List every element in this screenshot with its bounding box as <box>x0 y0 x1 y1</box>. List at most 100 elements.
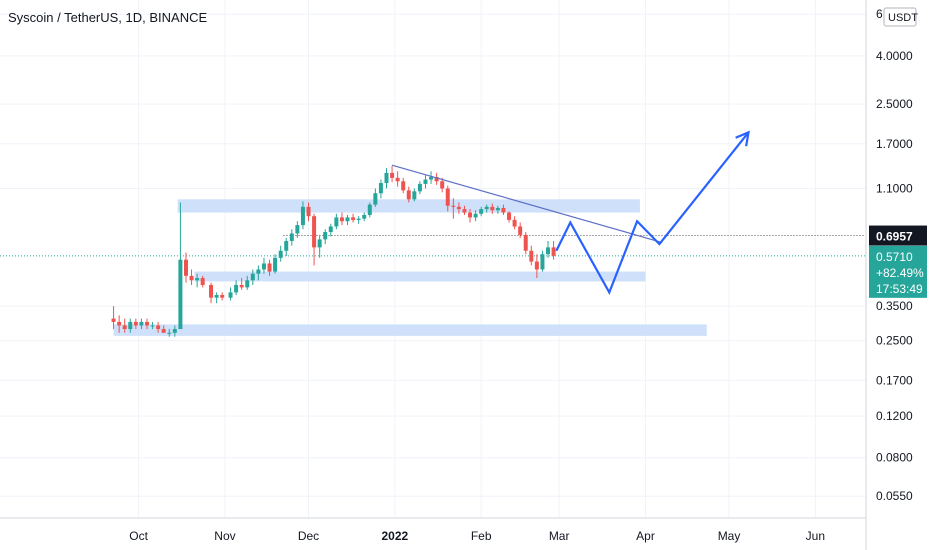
candle-body <box>214 294 219 298</box>
chart-grid <box>0 0 866 518</box>
candle-body <box>401 181 406 191</box>
price-change-percent: +82.49% <box>876 266 924 280</box>
price-tick-label: 0.1700 <box>876 373 913 387</box>
candle-body <box>183 259 188 276</box>
candle-body <box>289 233 294 241</box>
candle-body <box>278 250 283 258</box>
price-tick-label: 1.7000 <box>876 137 913 151</box>
time-tick-label: Jun <box>806 529 825 543</box>
candle-body <box>490 206 495 211</box>
candle-body <box>295 225 300 234</box>
zone-3 <box>113 324 707 336</box>
candle-body <box>495 207 500 211</box>
price-tick-label: 0.0800 <box>876 451 913 465</box>
candle-body <box>228 292 233 298</box>
candle-body <box>373 193 378 205</box>
candle-body <box>156 325 161 330</box>
projection-arrowhead <box>735 130 750 147</box>
currency-badge <box>883 7 917 27</box>
candle-body <box>323 232 328 240</box>
price-level-lines <box>0 235 866 257</box>
candle-body <box>412 191 417 200</box>
candle-body <box>551 247 556 256</box>
candle-body <box>434 177 439 182</box>
candle-body <box>300 206 305 226</box>
candle-body <box>523 234 528 251</box>
candle-body <box>351 217 356 220</box>
candle-body <box>189 275 194 281</box>
candle-body <box>128 321 133 330</box>
time-tick-label: 2022 <box>381 529 408 543</box>
candle-body <box>367 204 372 215</box>
price-tick-label: 0.1200 <box>876 409 913 423</box>
candle-body <box>250 273 255 281</box>
level-badge <box>869 225 927 246</box>
candle-body <box>261 263 266 270</box>
candle-body <box>220 294 225 298</box>
candle-body <box>178 259 183 330</box>
candle-body <box>117 321 122 326</box>
candle-body <box>423 179 428 184</box>
price-badges: 0.6957 0.5710 +82.49% 17:53:49 <box>869 225 927 298</box>
price-tick-label: 0.0550 <box>876 489 913 503</box>
candle-body <box>144 321 149 326</box>
price-tick-label: 2.5000 <box>876 97 913 111</box>
support-resistance-zones <box>113 199 707 336</box>
candle-body <box>417 183 422 192</box>
candle-body <box>390 172 395 178</box>
candle-body <box>429 177 434 180</box>
level-badge-text: 0.6957 <box>876 230 913 244</box>
trendline <box>391 164 663 244</box>
candle-body <box>150 325 155 327</box>
candle-body <box>440 181 445 189</box>
last-price-value: 0.5710 <box>876 250 913 264</box>
candle-body <box>200 278 205 285</box>
time-tick-label: Mar <box>549 529 570 543</box>
candle-body <box>356 218 361 220</box>
candle-body <box>306 206 311 217</box>
candle-body <box>209 284 214 298</box>
candle-body <box>473 213 478 218</box>
candle-body <box>507 212 512 220</box>
time-tick-label: Apr <box>636 529 655 543</box>
candle-body <box>546 247 551 255</box>
price-tick-label: 0.3500 <box>876 299 913 313</box>
candle-body <box>501 207 506 213</box>
candle-body <box>256 269 261 274</box>
candle-body <box>234 284 239 293</box>
time-tick-label: Nov <box>214 529 235 543</box>
candle-body <box>512 219 517 227</box>
candle-body <box>317 239 322 248</box>
candle-body <box>345 217 350 222</box>
candle-body <box>122 325 127 330</box>
price-tick-label: 0.2500 <box>876 334 913 348</box>
candle-body <box>267 263 272 272</box>
candle-body <box>273 257 278 272</box>
candle-body <box>484 206 489 210</box>
candle-body <box>167 332 172 334</box>
candle-body <box>133 321 138 326</box>
candle-body <box>111 318 116 322</box>
bar-countdown: 17:53:49 <box>876 282 923 296</box>
candle-body <box>518 226 523 235</box>
candle-body <box>468 212 473 218</box>
candle-body <box>339 217 344 222</box>
candle-body <box>445 188 450 206</box>
candle-body <box>239 284 244 288</box>
candle-body <box>195 278 200 281</box>
candle-body <box>172 329 177 333</box>
price-tick-label: 1.1000 <box>876 181 913 195</box>
time-tick-label: Oct <box>129 529 148 543</box>
candle-body <box>245 280 250 288</box>
candle-body <box>462 209 467 213</box>
time-tick-label: Feb <box>471 529 492 543</box>
candle-body <box>406 190 411 200</box>
candlestick-series <box>111 165 556 337</box>
chart-title: Syscoin / TetherUS, 1D, BINANCE <box>8 10 208 25</box>
candle-body <box>161 329 166 333</box>
candle-body <box>529 250 534 262</box>
zone-2 <box>194 271 646 282</box>
candle-body <box>334 217 339 227</box>
